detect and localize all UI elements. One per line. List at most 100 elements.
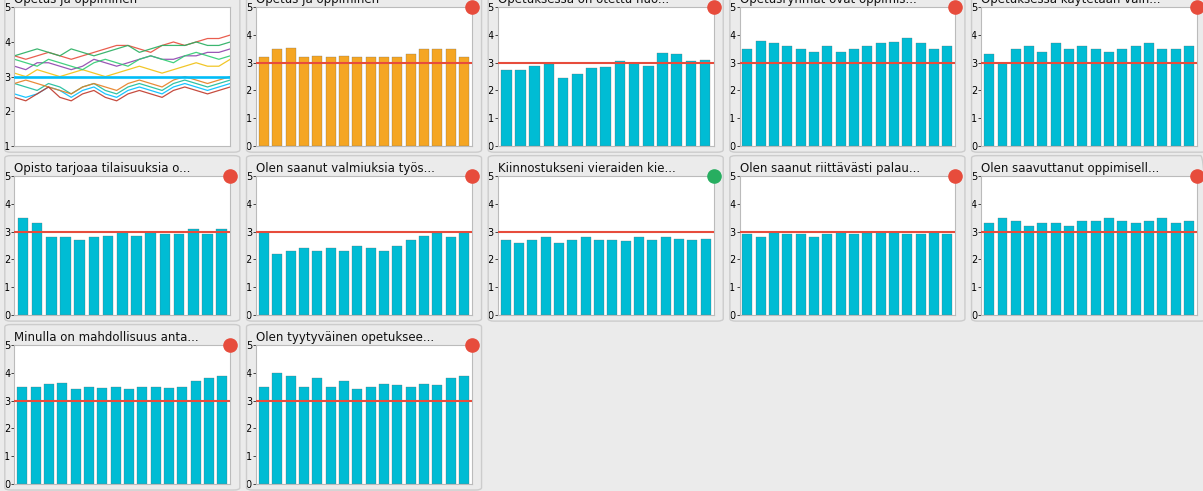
Bar bbox=[272, 254, 283, 315]
Bar bbox=[515, 70, 526, 146]
Bar bbox=[915, 234, 925, 315]
Bar bbox=[558, 78, 569, 146]
Bar bbox=[17, 387, 28, 484]
Bar bbox=[405, 387, 416, 484]
Bar bbox=[89, 237, 100, 315]
Bar bbox=[111, 387, 120, 484]
Text: Olen saanut riittävästi palau...: Olen saanut riittävästi palau... bbox=[740, 162, 919, 175]
Bar bbox=[131, 236, 142, 315]
Point bbox=[268, 114, 288, 122]
Bar bbox=[876, 232, 885, 315]
Bar bbox=[642, 65, 653, 146]
Bar bbox=[326, 248, 336, 315]
Bar bbox=[71, 389, 81, 484]
Bar bbox=[352, 57, 362, 146]
Bar bbox=[392, 385, 402, 484]
Bar bbox=[795, 234, 806, 315]
Bar bbox=[58, 382, 67, 484]
Bar bbox=[102, 236, 113, 315]
Bar bbox=[615, 61, 626, 146]
Bar bbox=[405, 55, 416, 146]
Bar bbox=[742, 49, 753, 146]
Bar bbox=[124, 389, 134, 484]
Bar bbox=[889, 42, 899, 146]
Bar bbox=[458, 376, 469, 484]
Bar bbox=[902, 234, 912, 315]
Bar bbox=[177, 387, 188, 484]
Point bbox=[268, 452, 288, 460]
Bar bbox=[60, 237, 71, 315]
Bar bbox=[458, 232, 469, 315]
Bar bbox=[1144, 220, 1154, 315]
Bar bbox=[1011, 220, 1021, 315]
Bar bbox=[568, 240, 577, 315]
Bar bbox=[379, 251, 389, 315]
Bar bbox=[392, 246, 402, 315]
Bar bbox=[782, 234, 793, 315]
Bar bbox=[769, 232, 780, 315]
Bar bbox=[1104, 52, 1114, 146]
Bar bbox=[674, 239, 685, 315]
Bar bbox=[700, 60, 711, 146]
Bar bbox=[117, 232, 128, 315]
Bar bbox=[915, 43, 925, 146]
Bar bbox=[1091, 49, 1101, 146]
Bar bbox=[500, 70, 511, 146]
Point bbox=[510, 283, 529, 291]
Bar bbox=[586, 68, 597, 146]
Bar bbox=[863, 46, 872, 146]
Point bbox=[28, 283, 47, 291]
Bar bbox=[432, 385, 443, 484]
Bar bbox=[742, 234, 753, 315]
Bar bbox=[997, 63, 1007, 146]
Bar bbox=[45, 384, 54, 484]
Bar bbox=[97, 388, 107, 484]
Bar bbox=[1184, 220, 1195, 315]
Bar bbox=[671, 55, 682, 146]
Text: Opetus ja oppiminen: Opetus ja oppiminen bbox=[256, 0, 379, 6]
Text: Opetuksessa käytetään vaih...: Opetuksessa käytetään vaih... bbox=[982, 0, 1161, 6]
Bar bbox=[902, 38, 912, 146]
Bar bbox=[984, 223, 994, 315]
Bar bbox=[137, 387, 147, 484]
Bar bbox=[205, 379, 214, 484]
Bar bbox=[942, 234, 953, 315]
Bar bbox=[326, 387, 336, 484]
Bar bbox=[1144, 43, 1154, 146]
Bar bbox=[326, 57, 336, 146]
Bar bbox=[1037, 223, 1048, 315]
Bar bbox=[352, 246, 362, 315]
Bar bbox=[823, 234, 832, 315]
Bar bbox=[300, 387, 309, 484]
Bar bbox=[379, 384, 389, 484]
Bar bbox=[541, 237, 551, 315]
Bar bbox=[514, 243, 525, 315]
Bar bbox=[313, 251, 322, 315]
Bar bbox=[31, 223, 42, 315]
Bar bbox=[146, 232, 156, 315]
Bar bbox=[286, 376, 296, 484]
Bar bbox=[1011, 49, 1021, 146]
Bar bbox=[352, 389, 362, 484]
Bar bbox=[929, 232, 940, 315]
Text: Opetusryhmät ovat oppimis...: Opetusryhmät ovat oppimis... bbox=[740, 0, 917, 6]
Bar bbox=[188, 229, 198, 315]
Text: Olen saavuttanut oppimisell...: Olen saavuttanut oppimisell... bbox=[982, 162, 1160, 175]
Bar bbox=[1157, 218, 1167, 315]
Bar bbox=[217, 229, 227, 315]
Bar bbox=[84, 387, 94, 484]
Bar bbox=[755, 237, 766, 315]
Bar bbox=[657, 53, 668, 146]
Bar bbox=[863, 233, 872, 315]
Bar bbox=[445, 49, 456, 146]
Bar bbox=[445, 379, 456, 484]
Bar bbox=[18, 218, 29, 315]
Bar bbox=[1050, 43, 1061, 146]
Bar bbox=[660, 237, 670, 315]
Bar bbox=[810, 237, 819, 315]
Bar bbox=[527, 240, 538, 315]
Text: Kiinnostukseni vieraiden kie...: Kiinnostukseni vieraiden kie... bbox=[498, 162, 676, 175]
Bar bbox=[31, 387, 41, 484]
Bar bbox=[997, 218, 1007, 315]
Bar bbox=[272, 49, 283, 146]
